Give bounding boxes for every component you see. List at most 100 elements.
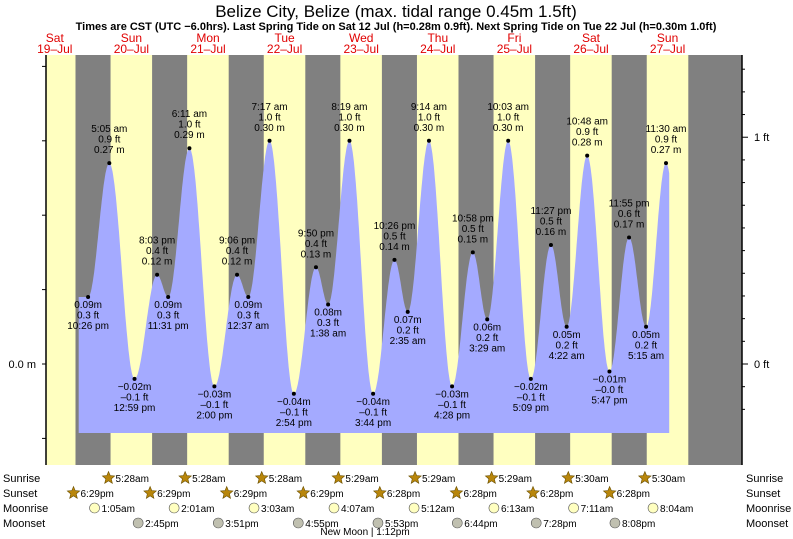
low-tide-label: 0.09m <box>154 300 182 311</box>
low-tide-label: 2:54 pm <box>276 418 312 429</box>
high-tide-label: 0.30 m <box>414 123 445 134</box>
chart-header: Belize City, Belize (max. tidal range 0.… <box>37 2 717 56</box>
day-name-label: Sun <box>121 31 142 45</box>
high-tide-label: 0.9 ft <box>576 127 598 138</box>
day-name-label: Tue <box>274 31 295 45</box>
sunrise-star-icon <box>637 470 652 484</box>
day-date-label: 23–Jul <box>344 42 379 56</box>
low-tide-marker <box>450 384 455 389</box>
high-tide-marker <box>392 257 397 262</box>
row-label-left: Moonrise <box>3 503 48 515</box>
low-tide-label: 0.3 ft <box>77 311 99 322</box>
moonset-time: 3:51pm <box>225 519 258 530</box>
high-tide-label: 0.12 m <box>142 257 173 268</box>
low-tide-label: 0.2 ft <box>635 340 657 351</box>
day-name-label: Sat <box>582 31 601 45</box>
sunset-time: 6:28pm <box>617 489 650 500</box>
low-tide-label: –0.1 ft <box>359 407 387 418</box>
low-tide-label: 0.09m <box>74 300 102 311</box>
high-tide-label: 0.9 ft <box>98 135 120 146</box>
moonrise-moon-icon <box>568 502 579 514</box>
day-name-label: Mon <box>196 31 219 45</box>
day-name-label: Fri <box>507 31 521 45</box>
high-tide-label: 0.9 ft <box>655 135 677 146</box>
low-tide-marker <box>86 295 91 300</box>
axes: 0.0 m 0 ft 1 ft <box>8 55 769 465</box>
low-tide-label: 4:28 pm <box>434 410 470 421</box>
moonset-time: 2:45pm <box>145 519 178 530</box>
high-tide-label: 9:14 am <box>411 102 447 113</box>
high-tide-label: 0.14 m <box>379 242 410 253</box>
day-name-label: Thu <box>427 31 448 45</box>
sunset-star-icon <box>143 485 158 499</box>
daylight-band <box>46 55 76 465</box>
sunrise-star-icon <box>178 470 193 484</box>
tide-area <box>78 140 670 434</box>
sunrise-time: 5:28am <box>116 474 149 485</box>
moonset-moon-icon <box>530 517 542 529</box>
sunset-star-icon <box>66 485 81 499</box>
high-tide-label: 11:55 pm <box>609 199 650 210</box>
low-tide-label: 12:59 pm <box>114 403 156 414</box>
chart-title: Belize City, Belize (max. tidal range 0.… <box>215 2 577 21</box>
sunrise-star-icon <box>331 470 346 484</box>
moonrise-time: 4:07am <box>341 504 374 515</box>
high-tide-marker <box>347 138 352 143</box>
sunrise-time: 5:29am <box>499 474 532 485</box>
sunrise-star-icon <box>408 470 422 484</box>
high-tide-label: 0.30 m <box>334 123 365 134</box>
high-tide-label: 0.4 ft <box>146 246 168 257</box>
sunset-time: 6:29pm <box>157 489 190 500</box>
high-tide-label: 10:58 pm <box>452 213 494 224</box>
low-tide-marker <box>405 309 410 314</box>
row-label-right: Sunrise <box>746 473 783 485</box>
sunrise-star-icon <box>101 470 116 484</box>
moonrise-moon-icon <box>328 502 340 514</box>
low-tide-marker <box>371 391 376 396</box>
sunset-star-icon <box>526 485 540 499</box>
low-tide-label: −0.04m <box>277 397 311 408</box>
high-tide-label: 1.0 ft <box>338 112 360 123</box>
high-tide-marker <box>187 146 192 151</box>
high-tide-label: 0.17 m <box>614 220 645 231</box>
high-tide-marker <box>548 242 553 247</box>
moonset-moon-icon <box>132 517 144 529</box>
low-tide-label: 0.07m <box>394 315 422 326</box>
moonrise-time: 3:03am <box>261 504 294 515</box>
high-tide-label: 10:03 am <box>487 102 529 113</box>
sunset-time: 6:28pm <box>540 489 573 500</box>
high-tide-label: 0.12 m <box>222 257 253 268</box>
day-name-label: Wed <box>349 31 373 45</box>
high-tide-label: 0.30 m <box>254 123 285 134</box>
low-tide-label: 0.2 ft <box>397 325 419 336</box>
low-tide-marker <box>564 324 569 329</box>
moonrise-time: 5:12am <box>421 504 454 515</box>
low-tide-label: 0.05m <box>632 330 660 341</box>
high-tide-label: 0.4 ft <box>305 239 327 250</box>
sunset-star-icon <box>602 485 617 499</box>
low-tide-label: 0.05m <box>553 330 581 341</box>
row-label-right: Sunset <box>746 488 780 500</box>
high-tide-label: 0.27 m <box>94 145 125 156</box>
low-tide-label: 0.3 ft <box>237 311 259 322</box>
low-tide-label: –0.1 ft <box>517 392 545 403</box>
moonrise-time: 2:01am <box>181 504 214 515</box>
sunset-time: 6:28pm <box>463 489 496 500</box>
low-tide-label: 4:22 am <box>549 351 585 362</box>
moonrise-moon-icon <box>647 502 659 514</box>
low-tide-label: −0.03m <box>198 389 232 400</box>
low-tide-marker <box>644 324 649 329</box>
high-tide-marker <box>506 138 511 143</box>
low-tide-marker <box>212 384 217 389</box>
low-tide-label: 0.3 ft <box>157 311 179 322</box>
low-tide-label: 5:15 am <box>628 351 664 362</box>
low-tide-label: –0.1 ft <box>121 392 149 403</box>
low-tide-label: 3:44 pm <box>355 418 391 429</box>
sunset-star-icon <box>219 485 234 499</box>
low-tide-label: 5:09 pm <box>513 403 549 414</box>
moonset-time: 6:44pm <box>464 519 497 530</box>
left-axis-zero-label: 0.0 m <box>8 359 36 371</box>
moonrise-moon-icon <box>488 502 500 514</box>
sunrise-time: 5:30am <box>652 474 685 485</box>
